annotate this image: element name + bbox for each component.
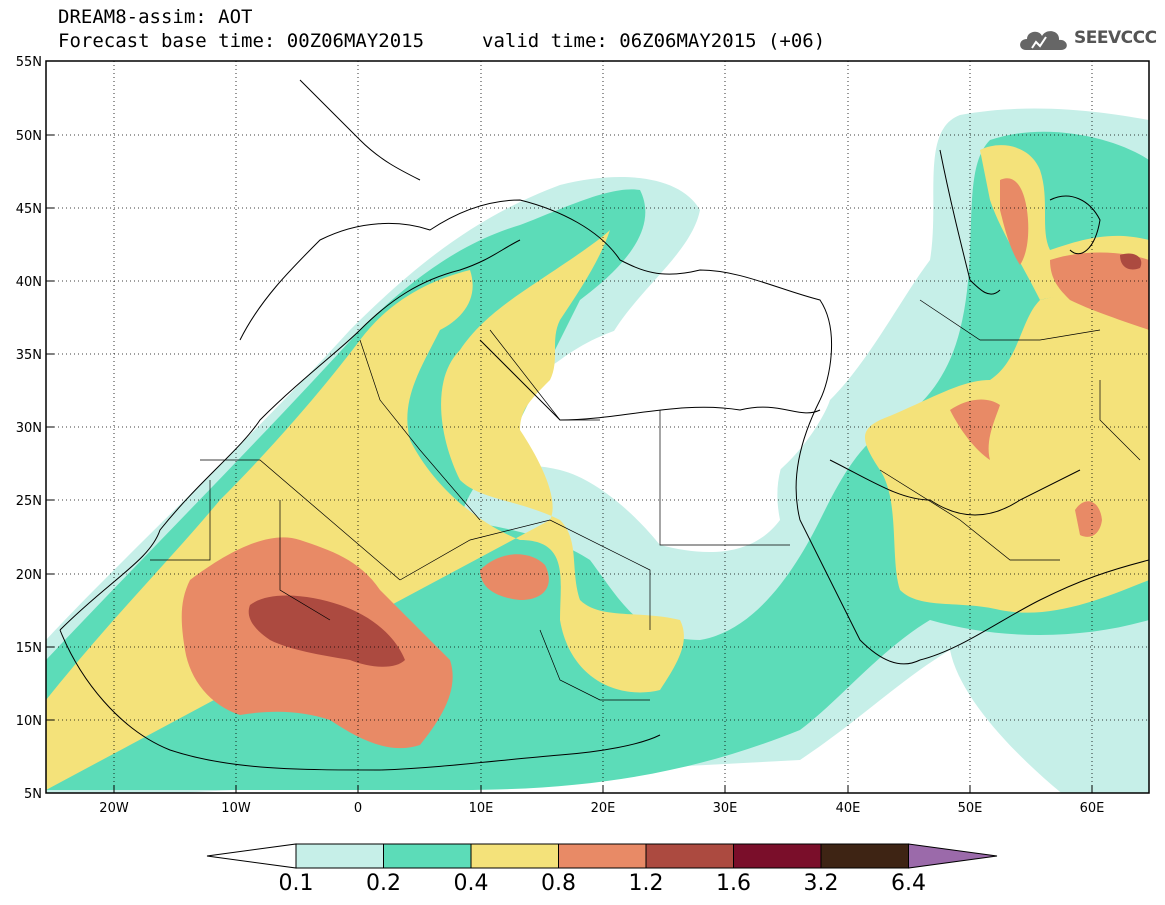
lat-label: 50N	[16, 129, 42, 144]
aot-band-0.8-iraq	[950, 399, 1000, 460]
colorbar-label: 0.2	[366, 871, 401, 896]
colorbar-label: 0.4	[454, 871, 489, 896]
lat-label: 45N	[16, 202, 42, 217]
lat-label: 40N	[16, 275, 42, 290]
lon-label: 0	[354, 801, 362, 816]
lat-label: 25N	[16, 494, 42, 509]
aot-band-0.4-east	[865, 292, 1149, 613]
lon-label: 60E	[1080, 801, 1105, 816]
logo-text: SEEVCCC	[1074, 28, 1157, 48]
page-header: DREAM8-assim: AOT Forecast base time: 00…	[0, 0, 1165, 60]
colorbar-swatch	[645, 843, 734, 869]
lon-label: 30E	[713, 801, 738, 816]
aot-band-1.2-mali	[248, 595, 405, 667]
seevccc-logo: SEEVCCC	[1018, 24, 1158, 54]
forecast-base-time: Forecast base time: 00Z06MAY2015	[58, 30, 425, 52]
aot-band-0.8-oman	[1075, 501, 1102, 537]
colorbar-label: 0.1	[279, 871, 314, 896]
coastlines	[59, 79, 1149, 771]
colorbar-over-arrow	[908, 843, 998, 869]
lat-label: 55N	[16, 55, 42, 70]
colorbar-label: 1.6	[716, 871, 751, 896]
lat-label: 10N	[16, 714, 42, 729]
lon-label: 20E	[591, 801, 616, 816]
axis-ticks	[46, 60, 1093, 794]
lat-axis-labels: 55N 50N 45N 40N 35N 30N 25N 20N 15N 10N …	[16, 55, 42, 802]
lat-label: 30N	[16, 421, 42, 436]
lat-label: 35N	[16, 348, 42, 363]
colorbar-swatch	[470, 843, 559, 869]
colorbar-label: 0.8	[541, 871, 576, 896]
colorbar-swatch	[820, 843, 909, 869]
lon-label: 10E	[469, 801, 494, 816]
colorbar-swatch	[295, 843, 384, 869]
lat-label: 5N	[24, 787, 42, 802]
colorbar-label: 6.4	[891, 871, 926, 896]
cloud-icon	[1020, 31, 1067, 50]
country-borders	[150, 299, 1141, 701]
lat-label: 20N	[16, 568, 42, 583]
lon-label: 10W	[221, 801, 251, 816]
aot-band-0.8-iran	[1050, 252, 1149, 330]
map-title: DREAM8-assim: AOT	[58, 6, 253, 28]
lon-label: 40E	[836, 801, 861, 816]
colorbar-label: 3.2	[804, 871, 839, 896]
lat-label: 15N	[16, 641, 42, 656]
aot-band-0.8-caspian	[1000, 178, 1029, 265]
lon-axis-labels: 20W 10W 0 10E 20E 30E 40E 50E 60E	[99, 801, 1104, 816]
colorbar-swatch	[733, 843, 822, 869]
lon-label: 20W	[99, 801, 129, 816]
colorbar-under-arrow	[206, 843, 297, 869]
aot-band-0.8-chad	[480, 554, 549, 600]
aot-band-1.2-iran	[1120, 253, 1142, 270]
colorbar: 0.1 0.2 0.4 0.8 1.2 1.6 3.2 6.4	[206, 843, 998, 896]
colorbar-label: 1.2	[629, 871, 664, 896]
lon-label: 50E	[958, 801, 983, 816]
valid-time: valid time: 06Z06MAY2015 (+06)	[482, 30, 826, 52]
colorbar-swatch	[383, 843, 472, 869]
aot-clear-libya	[470, 319, 820, 553]
aot-contours	[46, 108, 1149, 793]
colorbar-swatch	[558, 843, 647, 869]
